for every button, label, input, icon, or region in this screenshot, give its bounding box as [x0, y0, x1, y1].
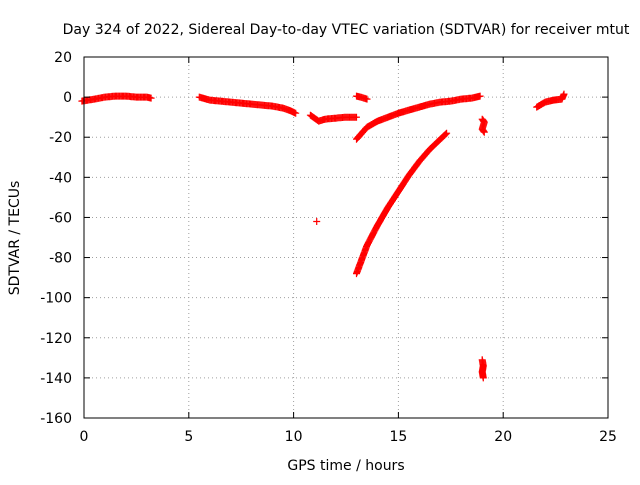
y-tick-label: -80	[49, 251, 72, 267]
y-tick-label: -140	[40, 371, 72, 387]
data-segment	[306, 111, 360, 125]
x-tick-label: 15	[389, 429, 407, 445]
data-segment	[353, 92, 371, 103]
plot-frame	[83, 56, 609, 419]
data-point	[147, 94, 155, 102]
data-point	[353, 113, 360, 121]
grid-lines	[84, 57, 608, 418]
y-tick-label: -20	[49, 130, 72, 146]
data-segment	[478, 115, 488, 136]
data-segment	[353, 129, 451, 278]
data-point	[313, 218, 321, 225]
data-point	[476, 92, 484, 100]
data-segment	[478, 356, 487, 382]
data-point	[292, 109, 300, 117]
data-point	[480, 128, 488, 136]
x-tick-label: 10	[285, 429, 303, 445]
axis-ticks: 0 5 10 15 20 25 20 0 -20 -40 -60 -80 -100 -120 -140 -16…	[40, 50, 617, 445]
x-tick-label: 5	[184, 429, 193, 445]
x-tick-label: 20	[494, 429, 512, 445]
y-tick-label: -100	[40, 291, 72, 307]
x-tick-label: 25	[599, 429, 617, 445]
x-tick-label: 0	[80, 429, 89, 445]
data-point	[560, 90, 568, 98]
y-tick-label: -120	[40, 331, 72, 347]
data-point	[479, 374, 487, 382]
y-axis-label: SDTVAR / TECUs	[7, 181, 23, 296]
data-segment	[353, 92, 484, 143]
y-tick-label: -60	[49, 210, 72, 226]
data-point	[441, 131, 449, 139]
data-segment	[78, 92, 155, 105]
data-segment	[533, 90, 568, 111]
data-markers	[78, 90, 568, 382]
data-segment	[195, 93, 300, 117]
x-axis-label: GPS time / hours	[287, 458, 404, 474]
data-segment	[313, 218, 321, 225]
y-tick-label: -160	[40, 411, 72, 427]
y-tick-label: -40	[49, 170, 72, 186]
chart-title: Day 324 of 2022, Sidereal Day-to-day VTE…	[63, 22, 630, 38]
data-point	[363, 95, 371, 103]
y-tick-label: 0	[63, 90, 72, 106]
data-point	[443, 129, 451, 137]
data-point	[442, 130, 450, 138]
y-tick-label: 20	[54, 50, 72, 66]
